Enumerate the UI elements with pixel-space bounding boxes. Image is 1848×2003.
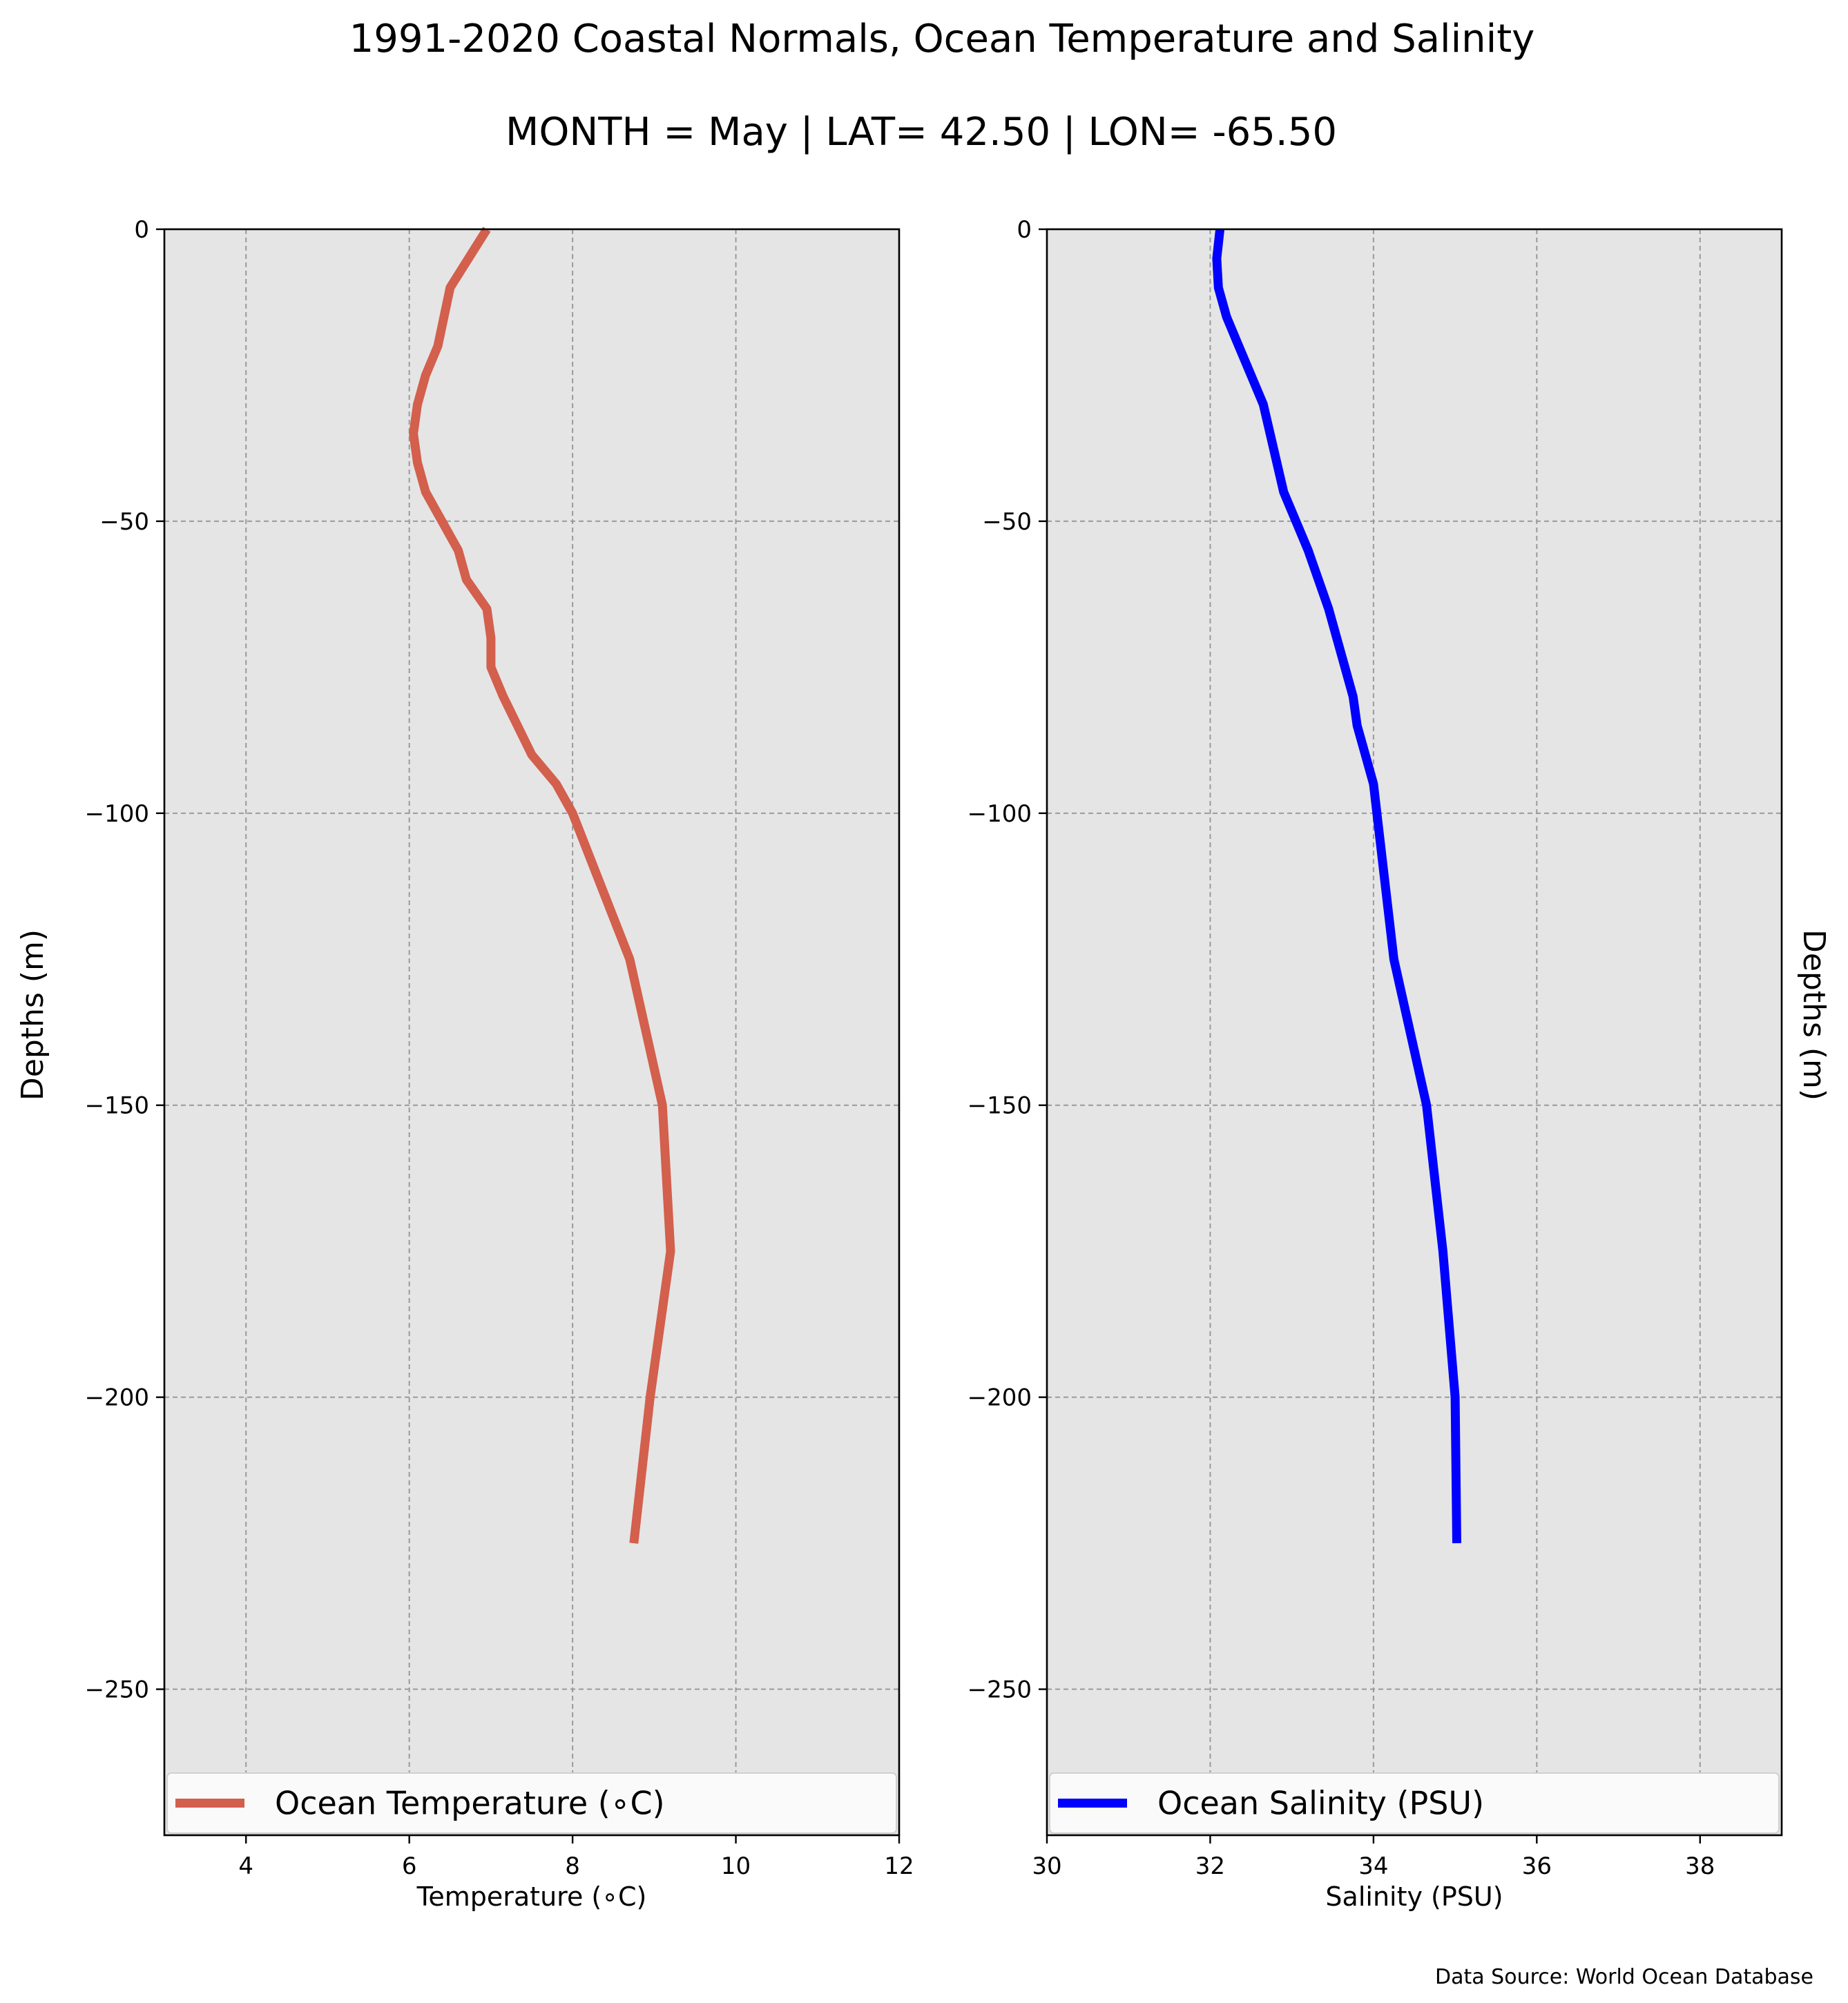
temp-x-tick-label: 4 [238, 1852, 253, 1880]
temp-plot-area [164, 229, 899, 1835]
sal-y-tick-label: −200 [968, 1384, 1032, 1412]
sal-y-tick-label: 0 [1017, 216, 1032, 244]
temp-legend-box [166, 1772, 897, 1834]
temp-legend-label: Ocean Temperature (∘C) [275, 1785, 665, 1822]
sal-x-tick-label: 38 [1685, 1852, 1715, 1880]
sal-profile-line [1212, 229, 1461, 1544]
data-source-note: Data Source: World Ocean Database [1435, 1965, 1813, 1989]
temp-axes-frame [163, 228, 901, 1837]
sal-legend: Ocean Salinity (PSU) [1049, 1772, 1780, 1834]
sal-x-axis-label: Salinity (PSU) [1325, 1881, 1503, 1912]
sal-axes-frame [1046, 228, 1783, 1837]
temp-y-tick-label: −200 [85, 1384, 149, 1412]
sal-y-tick-label: −150 [968, 1092, 1032, 1120]
temp-legend: Ocean Temperature (∘C) [166, 1772, 897, 1834]
temp-y-tick-label: −50 [99, 508, 149, 536]
temp-y-tick-label: 0 [134, 216, 149, 244]
figure-subtitle: MONTH = May | LAT= 42.50 | LON= -65.50 [506, 110, 1337, 155]
sal-legend-label: Ocean Salinity (PSU) [1157, 1785, 1484, 1822]
sal-x-tick-label: 34 [1358, 1852, 1388, 1880]
temp-x-axis-label: Temperature (∘C) [416, 1881, 647, 1912]
right-y-axis-label: Depths (m) [1796, 929, 1831, 1101]
temp-x-tick-label: 6 [402, 1852, 417, 1880]
sal-y-tick-label: −250 [968, 1676, 1032, 1704]
figure-title: 1991-2020 Coastal Normals, Ocean Tempera… [349, 17, 1535, 61]
temp-x-tick-label: 10 [721, 1852, 751, 1880]
temperature-panel: Ocean Temperature (∘C) 0 −50 −100 −150 −200 −2… [85, 216, 914, 1912]
sal-x-tick-label: 36 [1522, 1852, 1552, 1880]
temp-y-tick-label: −250 [85, 1676, 149, 1704]
salinity-panel: Ocean Salinity (PSU) 0 −50 −100 −150 −200 −250… [968, 216, 1783, 1912]
sal-y-tick-label: −50 [982, 508, 1032, 536]
sal-y-tick-label: −100 [968, 800, 1032, 828]
temp-y-tick-label: −100 [85, 800, 149, 828]
sal-legend-box [1049, 1772, 1780, 1834]
sal-x-tick-label: 32 [1195, 1852, 1225, 1880]
sal-x-tick-label: 30 [1032, 1852, 1061, 1880]
temp-x-tick-label: 8 [565, 1852, 580, 1880]
temp-x-tick-label: 12 [884, 1852, 914, 1880]
left-y-axis-label: Depths (m) [15, 929, 50, 1101]
temp-y-tick-label: −150 [85, 1092, 149, 1120]
temp-profile-line [409, 226, 675, 1544]
